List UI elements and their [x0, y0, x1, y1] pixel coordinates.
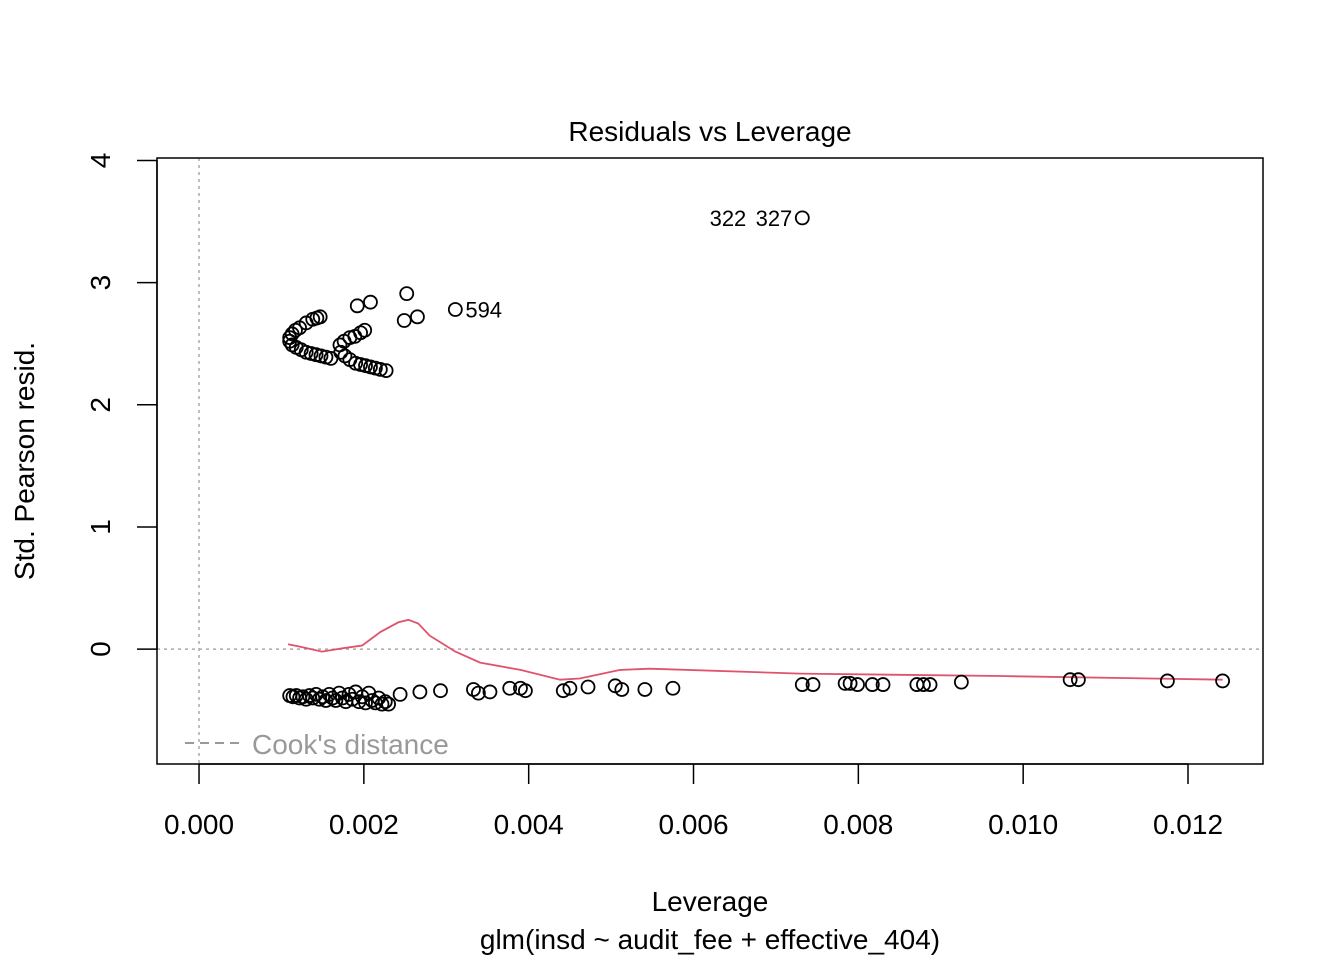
- x-axis-label: Leverage: [652, 886, 769, 917]
- x-tick-label: 0.010: [988, 809, 1058, 840]
- point-label-322: 322: [710, 206, 747, 231]
- data-point: [875, 677, 891, 692]
- data-point: [433, 683, 448, 699]
- data-point: [410, 309, 425, 325]
- data-point: [381, 696, 396, 712]
- chart-title: Residuals vs Leverage: [568, 116, 851, 147]
- legend-label: Cook's distance: [252, 729, 449, 760]
- x-tick-label: 0.012: [1153, 809, 1223, 840]
- data-point: [357, 322, 373, 338]
- data-point: [922, 677, 938, 692]
- data-point: [447, 302, 463, 317]
- data-point: [412, 684, 428, 700]
- data-point: [953, 674, 969, 690]
- data-point: [864, 677, 880, 692]
- data-point: [333, 344, 349, 360]
- data-point: [794, 210, 810, 226]
- data-point: [502, 680, 518, 696]
- data-point: [328, 693, 344, 708]
- data-point: [344, 691, 360, 707]
- y-tick-label: 4: [85, 153, 116, 169]
- data-point: [1070, 672, 1086, 688]
- data-point: [916, 677, 931, 692]
- data-point: [850, 677, 865, 692]
- data-point: [637, 682, 653, 697]
- legend: Cook's distance: [185, 729, 449, 760]
- data-point: [1159, 673, 1175, 689]
- data-point: [392, 686, 408, 702]
- y-tick-label: 0: [85, 641, 116, 657]
- data-point: [517, 683, 533, 699]
- model-subtitle: glm(insd ~ audit_fee + effective_404): [480, 924, 940, 955]
- x-tick-label: 0.008: [823, 809, 893, 840]
- data-point: [1062, 672, 1078, 688]
- data-point: [665, 680, 681, 696]
- data-point: [372, 361, 388, 377]
- y-tick-label: 2: [85, 397, 116, 413]
- data-point: [555, 683, 571, 699]
- data-point: [562, 680, 578, 696]
- plot-frame: [156, 157, 1264, 765]
- data-point: [399, 286, 415, 302]
- x-tick-label: 0.002: [329, 809, 399, 840]
- data-point: [374, 696, 390, 712]
- data-point: [580, 679, 596, 695]
- point-label-594: 594: [465, 298, 502, 323]
- data-point: [363, 294, 378, 310]
- data-point: [805, 677, 821, 692]
- data-point: [1215, 673, 1231, 689]
- x-tick-label: 0.004: [494, 809, 564, 840]
- data-point: [396, 313, 412, 328]
- point-label-327: 327: [756, 206, 793, 231]
- data-point: [358, 695, 373, 711]
- y-tick-label: 3: [85, 275, 116, 291]
- y-tick-label: 1: [85, 519, 116, 535]
- x-tick-label: 0.006: [658, 809, 728, 840]
- x-tick-label: 0.000: [164, 809, 234, 840]
- smooth-line: [287, 618, 1223, 681]
- data-point: [315, 689, 331, 705]
- data-point: [312, 309, 328, 325]
- data-point: [349, 298, 365, 314]
- data-point: [471, 685, 486, 701]
- data-point: [614, 682, 630, 697]
- data-point: [794, 677, 810, 692]
- data-point: [842, 675, 858, 691]
- data-point: [378, 363, 394, 378]
- y-axis-label: Std. Pearson resid.: [9, 342, 40, 580]
- data-point: [482, 684, 498, 700]
- data-point: [377, 694, 393, 710]
